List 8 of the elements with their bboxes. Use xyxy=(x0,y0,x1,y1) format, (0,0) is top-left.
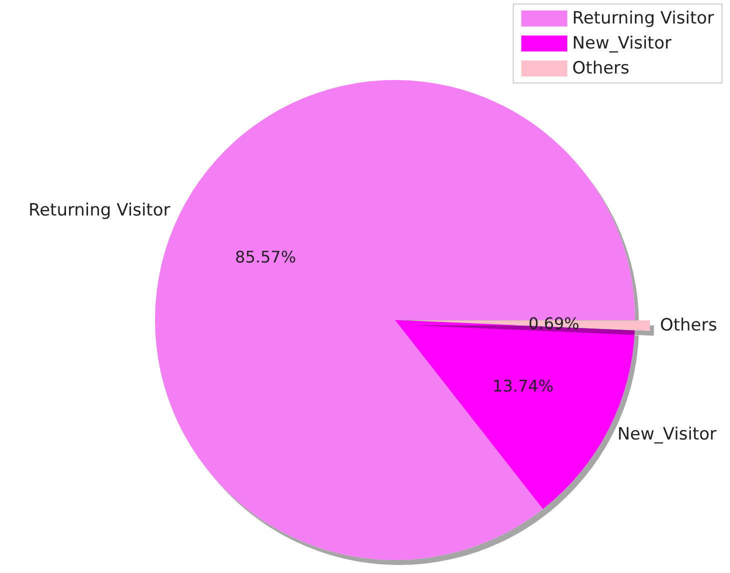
slice-label: New_Visitor xyxy=(617,424,717,444)
data-label: 85.57% xyxy=(235,247,296,266)
legend-label: Others xyxy=(572,58,630,78)
legend-label: Returning Visitor xyxy=(572,8,714,28)
slice-label: Others xyxy=(660,316,718,336)
data-label: 13.74% xyxy=(492,376,554,396)
legend-label: New_Visitor xyxy=(572,34,672,54)
slice-label: Returning Visitor xyxy=(28,200,170,221)
